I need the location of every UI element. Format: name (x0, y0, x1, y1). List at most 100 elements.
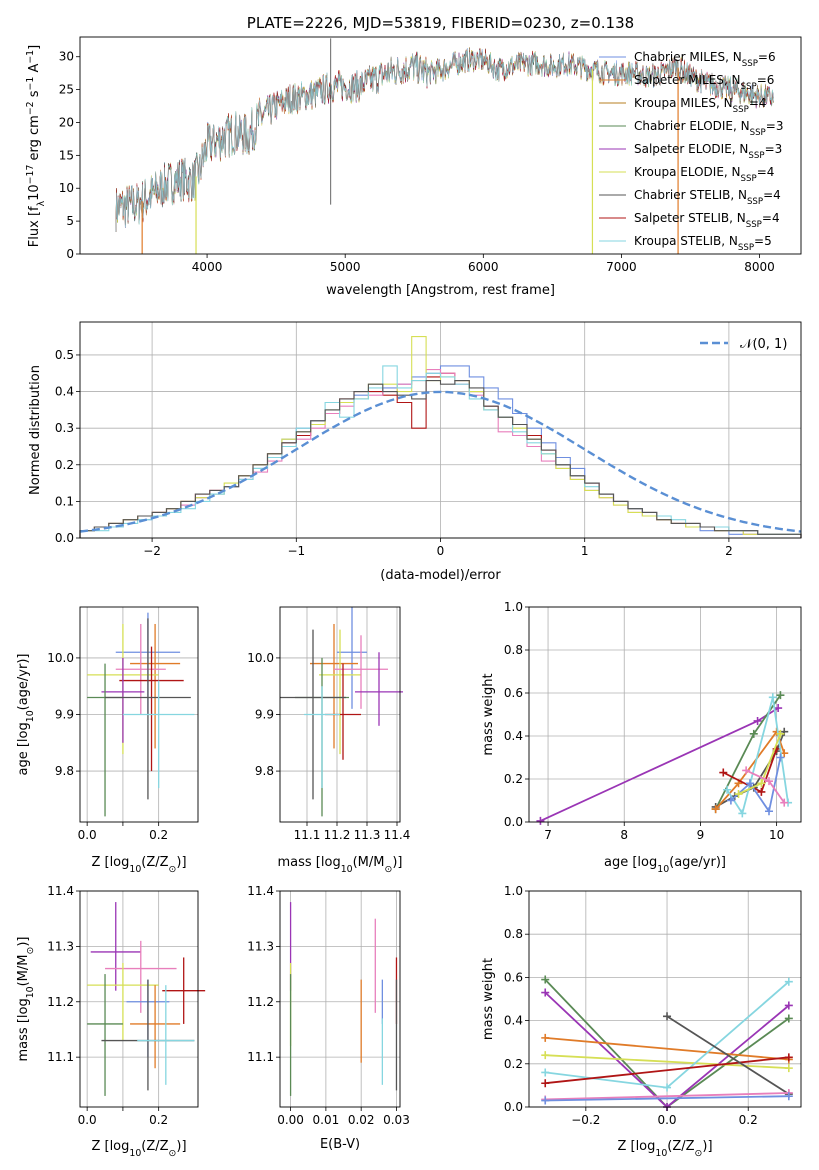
label-part: ⊙ (695, 1148, 703, 1159)
weight-marker (749, 729, 758, 738)
weight-marker (757, 787, 766, 796)
x-tick-label: 10 (769, 828, 784, 842)
y-tick-label: 0.4 (55, 385, 74, 399)
x-axis-label: Z [log10(Z/Z⊙)] (617, 1139, 712, 1159)
y-tick-label: 0.8 (504, 927, 523, 941)
label-part: 10 (129, 1148, 141, 1159)
y-tick-label: 11.1 (47, 1050, 74, 1064)
label-part: Normed distribution (28, 365, 43, 495)
label-part: (Z/Z (141, 855, 168, 870)
axes-mass-age (280, 607, 400, 822)
x-tick-label: 0.2 (149, 828, 168, 842)
legend-entry: Chabrier STELIB, NSSP=4 (634, 188, 781, 207)
label-part: Salpeter ELODIE, N (634, 142, 748, 156)
label-part: SSP (747, 197, 763, 207)
y-tick-label: 9.8 (55, 764, 74, 778)
label-part: (age/yr)] (669, 855, 726, 870)
label-part: Flux [f (27, 206, 42, 247)
x-axis-label: Z [log10(Z/Z⊙)] (91, 1139, 186, 1159)
label-part: Z [log (617, 1139, 655, 1154)
y-tick-label: 11.2 (247, 995, 274, 1009)
label-part: Chabrier STELIB, N (634, 188, 747, 202)
x-tick-label: 11.4 (384, 828, 411, 842)
axes-z-mass (80, 890, 198, 1107)
weight-marker (768, 693, 777, 702)
label-part: Kroupa ELODIE, N (634, 165, 741, 179)
x-tick-label: 1 (581, 544, 589, 558)
label-part: Kroupa MILES, N (634, 96, 733, 110)
weight-marker (753, 716, 762, 725)
y-tick-label: 10.0 (47, 651, 74, 665)
label-part: )] (176, 1139, 186, 1154)
y-tick-label: 30 (59, 50, 74, 64)
label-part: =4 (749, 96, 767, 110)
y-tick-label: 11.4 (47, 884, 74, 898)
y-tick-label: 15 (59, 148, 74, 162)
y-tick-label: 10 (59, 181, 74, 195)
x-axis-label: wavelength [Angstrom, rest frame] (326, 283, 555, 298)
weight-marker (784, 1001, 793, 1010)
y-axis-label: mass weight (481, 673, 496, 755)
label-part: =3 (765, 142, 783, 156)
legend-entry: Kroupa ELODIE, NSSP=4 (634, 165, 774, 184)
weight-marker (719, 768, 728, 777)
x-axis-label: mass [log10(M/M⊙)] (278, 855, 403, 875)
x-axis-label: age [log10(age/yr)] (604, 855, 726, 875)
label-part: age [log (604, 855, 657, 870)
label-part: Z [log (91, 1139, 129, 1154)
weight-marker (776, 729, 785, 738)
weight-marker (780, 798, 789, 807)
label-part: 10 (657, 864, 669, 875)
weight-marker (663, 1012, 672, 1021)
x-tick-label: −2 (143, 544, 161, 558)
label-part: 10 (129, 864, 141, 875)
x-tick-label: 8000 (744, 260, 775, 274)
label-part: (age/yr)] (16, 654, 31, 711)
weight-marker (745, 779, 754, 788)
weight-marker (765, 807, 773, 816)
normal-curve (79, 390, 802, 533)
label-part: ⊙ (25, 947, 36, 955)
label-part: )] (702, 1139, 712, 1154)
axes-frame (528, 890, 802, 1108)
label-part: SSP (742, 59, 758, 69)
weight-marker (541, 1033, 550, 1042)
y-tick-label: 10.0 (247, 651, 274, 665)
y-axis-label: mass weight (481, 958, 496, 1040)
x-tick-label: 9 (697, 828, 705, 842)
label-part: −2 (25, 101, 36, 115)
plot-z-age (87, 612, 195, 817)
y-tick-label: 11.2 (47, 995, 74, 1009)
frame-z-mass: 0.0 0.211.111.211.311.4Z [log10(Z/Z⊙)]mas… (16, 884, 199, 1159)
y-tick-label: 11.3 (247, 939, 274, 953)
frame-ebv-mass: 0.00 0.01 0.02 0.03 11.1 11.2 11.3 11.4 E(B-V) (247, 884, 410, 1152)
x-tick-label: 0.03 (383, 1113, 410, 1127)
label-part: SSP (750, 128, 766, 138)
weight-marker (663, 1083, 672, 1092)
label-part: =3 (766, 119, 784, 133)
y-tick-label: 25 (59, 83, 74, 97)
y-axis-label: Normed distribution (28, 365, 43, 495)
plot-mass-age (280, 607, 403, 817)
y-tick-label: 0.1 (55, 494, 74, 508)
y-tick-label: 5 (66, 214, 74, 228)
weight-line (545, 1037, 789, 1061)
y-tick-label: 11.1 (247, 1050, 274, 1064)
plot-age-weight (536, 691, 793, 825)
y-tick-label: 0.8 (504, 643, 523, 657)
weight-marker (541, 1096, 550, 1105)
frame-mass-age: 11.1 11.2 11.3 11.4 9.8 9.9 10.0 mass [log10(M/… (247, 606, 411, 875)
x-tick-label: 11.1 (294, 828, 321, 842)
weight-marker (726, 796, 735, 805)
label-part: )] (392, 855, 402, 870)
label-part: Chabrier MILES, N (634, 50, 742, 64)
label-part: (data-model)/error (380, 568, 501, 583)
chart-title: PLATE=2226, MJD=53819, FIBERID=0230, z=0… (247, 14, 634, 32)
label-part: SSP (748, 151, 764, 161)
x-tick-label: 6000 (468, 260, 499, 274)
label-part: Z [log (91, 855, 129, 870)
label-part: mass weight (481, 958, 496, 1040)
frame-z-weight: −0.2 0.0 0.2 0.0 0.2 0.4 0.6 0.8 1.0 Z [log10(Z/Z… (481, 884, 802, 1159)
weight-marker (536, 816, 545, 825)
